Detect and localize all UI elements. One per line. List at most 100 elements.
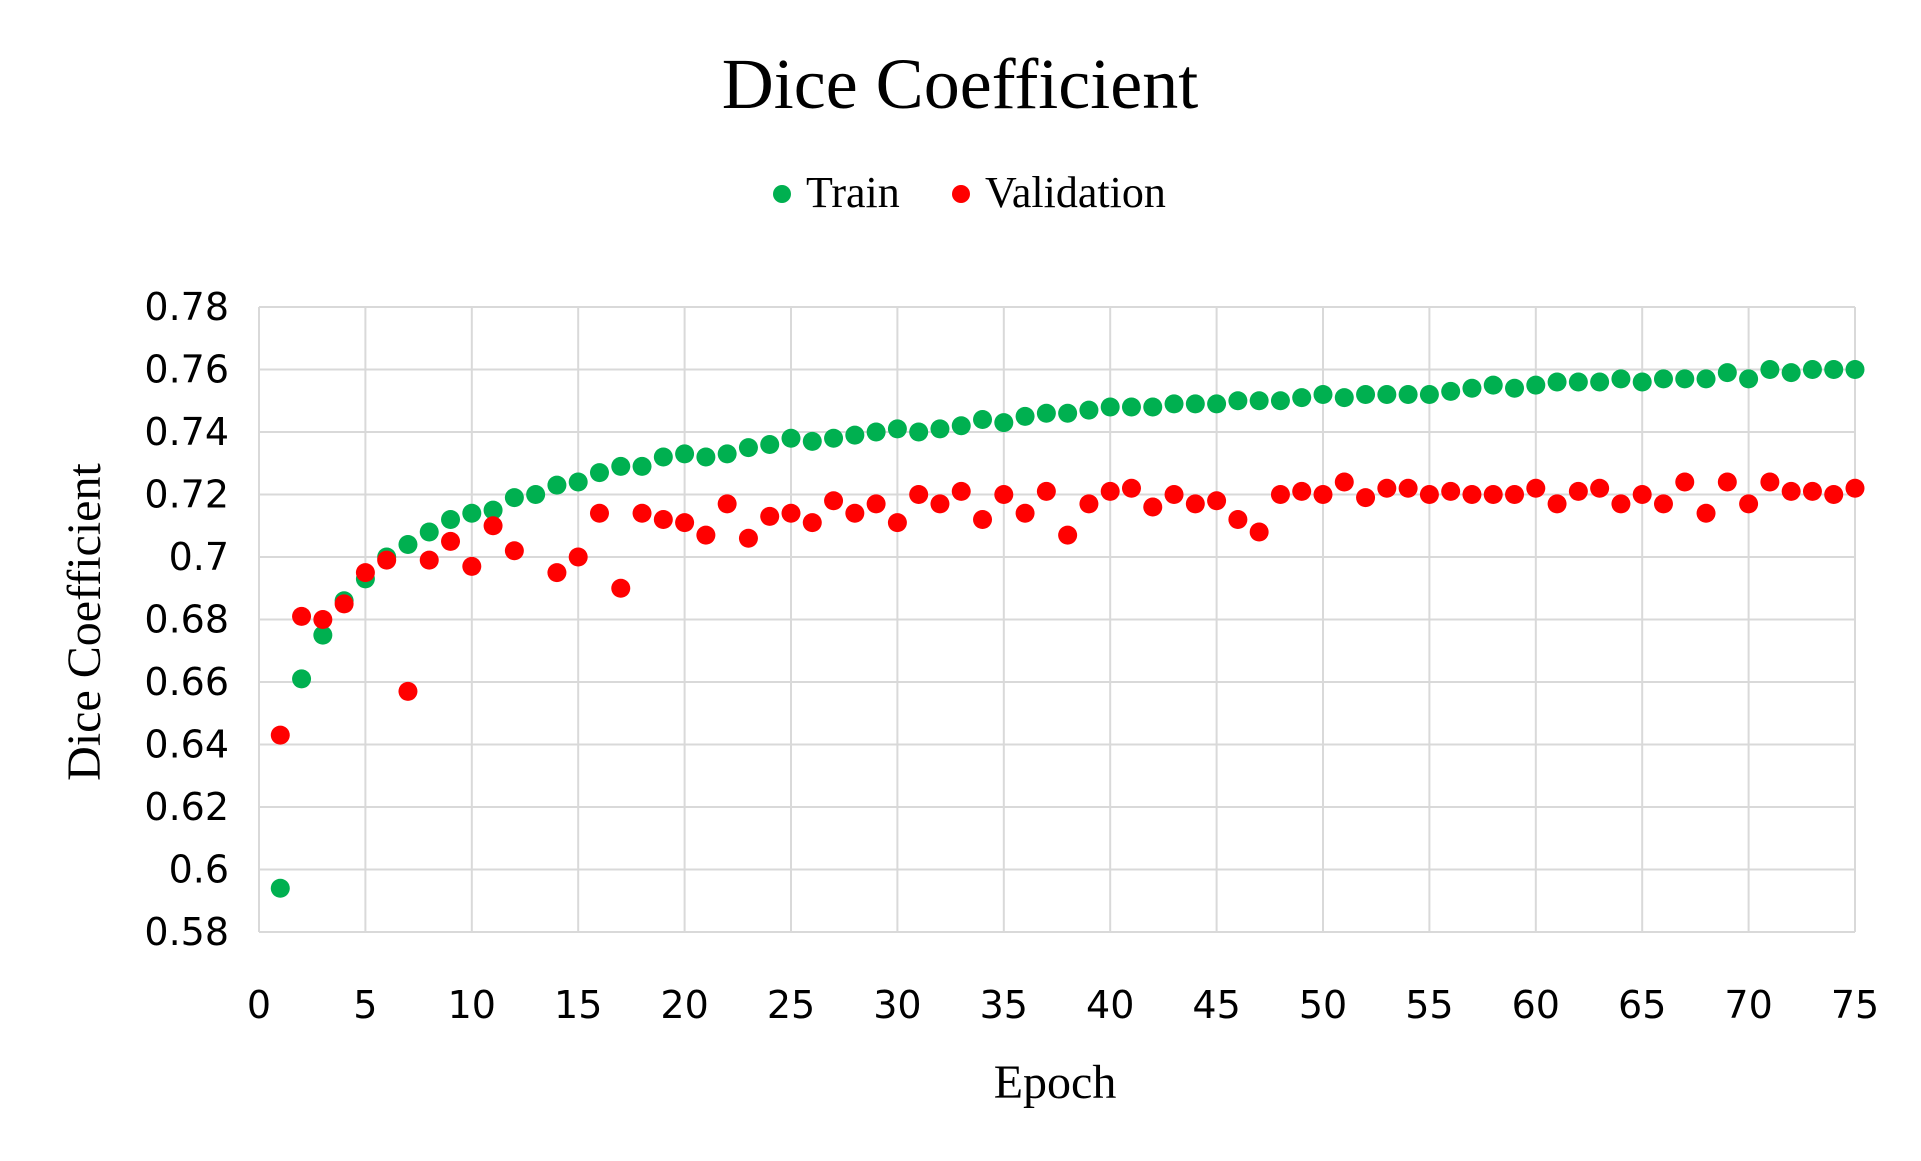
data-point-train	[1207, 394, 1227, 414]
data-point-validation	[845, 503, 865, 523]
data-point-train	[1760, 360, 1780, 379]
data-point-train	[909, 422, 929, 442]
series-validation	[270, 472, 1865, 745]
data-point-train	[419, 522, 439, 542]
data-point-train	[845, 425, 865, 445]
data-point-validation	[355, 563, 375, 583]
data-point-train	[1717, 363, 1737, 383]
data-point-train	[994, 413, 1014, 433]
data-point-validation	[1100, 481, 1120, 501]
data-point-train	[1419, 385, 1439, 404]
data-point-validation	[1717, 472, 1737, 492]
data-point-validation	[419, 550, 439, 570]
data-point-validation	[1824, 485, 1844, 504]
data-point-validation	[1015, 503, 1035, 523]
x-tick-label: 40	[1086, 983, 1134, 1027]
data-point-train	[313, 625, 333, 645]
x-tick-label: 25	[767, 983, 815, 1027]
data-point-validation	[1292, 481, 1312, 501]
data-point-train	[1824, 360, 1844, 379]
data-point-validation	[504, 541, 524, 561]
data-point-validation	[1398, 478, 1418, 498]
data-point-validation	[1313, 485, 1333, 504]
data-point-validation	[611, 578, 631, 598]
y-axis-ticks: 0.58 0.6 0.62 0.64 0.66 0.68 0.7 0.72 0.74 0.76 0.…	[144, 285, 229, 954]
data-point-validation	[1377, 478, 1397, 498]
data-point-train	[781, 428, 801, 448]
data-point-validation	[1036, 481, 1056, 501]
data-point-validation	[1696, 503, 1716, 523]
data-point-train	[824, 428, 844, 448]
data-point-train	[951, 416, 971, 436]
legend-label-validation: Validation	[985, 168, 1166, 217]
data-point-train	[696, 447, 716, 467]
data-point-validation	[1164, 485, 1184, 504]
y-tick-label: 0.74	[144, 410, 229, 454]
data-point-train	[483, 500, 503, 520]
data-point-validation	[547, 563, 567, 583]
data-point-train	[1845, 360, 1865, 379]
data-point-train	[270, 878, 290, 898]
data-point-validation	[1632, 485, 1652, 504]
y-tick-label: 0.64	[144, 723, 229, 767]
data-point-validation	[930, 494, 950, 514]
data-point-train	[1505, 378, 1525, 398]
y-tick-label: 0.72	[144, 473, 229, 517]
data-point-validation	[1483, 485, 1503, 504]
data-point-validation	[1526, 478, 1546, 498]
x-tick-label: 55	[1405, 983, 1453, 1027]
data-point-validation	[866, 494, 886, 514]
data-point-train	[462, 503, 482, 523]
y-tick-label: 0.78	[144, 285, 229, 329]
data-point-train	[632, 456, 652, 476]
data-point-train	[1675, 369, 1695, 389]
data-point-validation	[802, 513, 822, 533]
data-point-train	[1313, 385, 1333, 404]
x-tick-label: 50	[1299, 983, 1347, 1027]
data-point-validation	[568, 547, 588, 567]
data-point-train	[526, 485, 546, 504]
data-point-validation	[1207, 491, 1227, 511]
data-point-train	[1334, 388, 1354, 408]
data-point-train	[1036, 403, 1056, 423]
data-point-validation	[717, 494, 737, 514]
x-tick-label: 70	[1724, 983, 1772, 1027]
data-point-validation	[313, 610, 333, 629]
data-point-train	[1249, 391, 1269, 411]
y-axis-title: Dice Coefficient	[58, 463, 111, 781]
data-point-validation	[632, 503, 652, 523]
data-point-train	[1164, 394, 1184, 414]
series-train	[270, 360, 1865, 898]
data-point-train	[1377, 385, 1397, 404]
data-point-validation	[1441, 481, 1461, 501]
data-point-train	[1270, 391, 1290, 411]
y-tick-label: 0.6	[169, 848, 229, 892]
data-point-train	[1462, 378, 1482, 398]
data-point-train	[653, 447, 673, 467]
data-point-train	[1185, 394, 1205, 414]
data-point-validation	[270, 725, 290, 745]
data-point-validation	[483, 516, 503, 536]
y-tick-label: 0.7	[169, 535, 229, 579]
data-point-validation	[738, 528, 758, 548]
data-point-validation	[1845, 478, 1865, 498]
gridlines	[258, 306, 1856, 933]
x-tick-label: 60	[1512, 983, 1560, 1027]
data-point-validation	[1419, 485, 1439, 504]
data-point-train	[441, 510, 461, 529]
data-point-train	[1356, 385, 1376, 404]
data-point-train	[1653, 369, 1673, 389]
data-point-validation	[1334, 472, 1354, 492]
y-tick-label: 0.68	[144, 598, 229, 642]
x-tick-label: 30	[873, 983, 921, 1027]
data-point-train	[1547, 372, 1567, 392]
data-point-train	[1632, 372, 1652, 392]
x-axis-ticks: 0 5 10 15 20 25 30 35 40 45 50 55 60 65 70 75	[247, 983, 1879, 1027]
data-point-train	[398, 535, 418, 554]
data-point-train	[1568, 372, 1588, 392]
data-point-validation	[1058, 525, 1078, 545]
data-point-validation	[951, 481, 971, 501]
data-point-train	[589, 463, 609, 483]
data-point-validation	[1185, 494, 1205, 514]
